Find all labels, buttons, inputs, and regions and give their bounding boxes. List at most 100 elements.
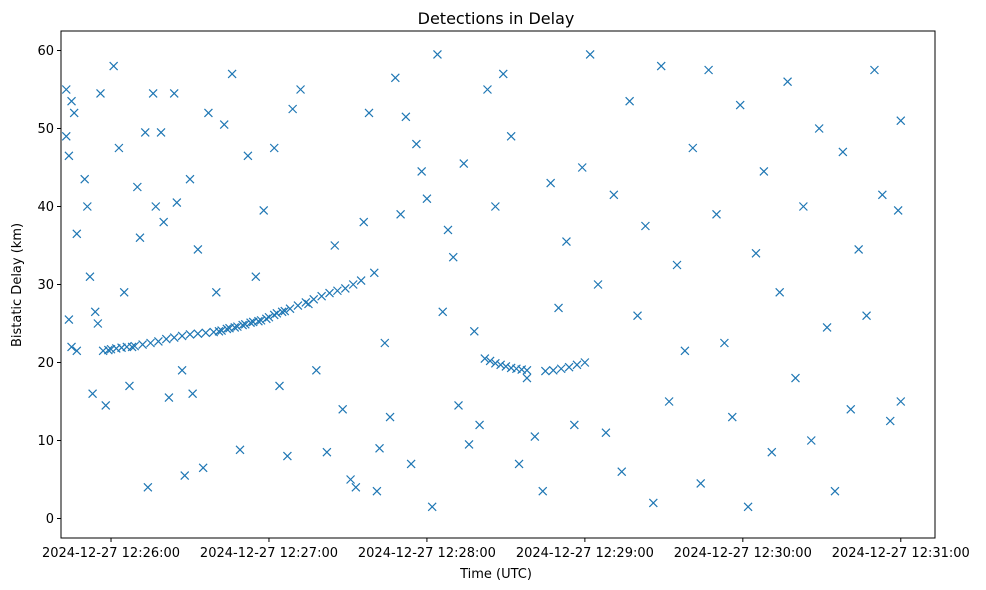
data-point — [230, 322, 240, 332]
data-point — [359, 217, 369, 227]
data-point — [814, 124, 824, 133]
data-point — [338, 404, 348, 414]
data-point — [198, 463, 208, 473]
data-point — [540, 366, 550, 376]
data-point — [401, 112, 411, 122]
data-point — [146, 338, 155, 348]
data-point — [238, 320, 248, 330]
data-point — [375, 443, 384, 453]
y-tick-label: 0 — [46, 512, 54, 527]
data-point — [688, 143, 698, 153]
y-tick-label: 40 — [37, 200, 54, 215]
data-point — [577, 163, 587, 172]
data-point — [61, 131, 71, 141]
data-point — [727, 412, 737, 422]
data-point — [203, 108, 213, 118]
data-point — [159, 217, 169, 227]
data-point — [838, 147, 848, 157]
data-point — [380, 338, 390, 348]
data-point — [490, 202, 500, 211]
data-point — [82, 202, 92, 211]
data-point — [138, 340, 148, 349]
data-point — [217, 326, 227, 335]
data-point — [143, 482, 153, 492]
data-point — [254, 316, 263, 326]
x-tick-label: 2024-12-27 12:31:00 — [832, 546, 970, 561]
data-point — [311, 365, 321, 375]
data-point — [569, 420, 579, 430]
data-point — [672, 260, 682, 270]
data-point — [161, 334, 171, 344]
data-point — [169, 333, 179, 342]
data-point — [501, 361, 511, 371]
data-point — [269, 310, 279, 320]
data-point — [390, 73, 400, 83]
y-tick-label: 10 — [37, 434, 54, 449]
data-point — [80, 174, 90, 184]
data-point — [459, 159, 469, 169]
data-point — [211, 287, 221, 297]
data-point — [464, 439, 474, 449]
data-point — [322, 447, 332, 457]
data-point — [522, 373, 532, 383]
data-point — [896, 397, 906, 406]
data-point — [704, 65, 714, 75]
data-point — [548, 365, 558, 375]
data-point — [480, 354, 490, 364]
data-point — [64, 151, 74, 161]
data-point — [332, 286, 342, 296]
data-point — [580, 358, 590, 367]
data-point — [301, 298, 311, 307]
data-point — [232, 322, 242, 332]
data-point — [514, 459, 524, 469]
data-point — [227, 69, 237, 79]
data-point — [93, 319, 103, 328]
data-point — [219, 120, 229, 130]
data-point — [735, 100, 745, 110]
data-point — [243, 151, 253, 161]
data-point — [72, 229, 82, 239]
data-point — [280, 306, 290, 316]
data-point — [356, 276, 366, 286]
data-point — [293, 301, 303, 310]
data-point — [103, 345, 113, 355]
data-point — [256, 315, 266, 325]
data-point — [156, 127, 166, 137]
data-points — [61, 49, 906, 512]
x-tick-label: 2024-12-27 12:29:00 — [516, 546, 654, 561]
data-point — [261, 314, 271, 324]
x-tick-label: 2024-12-27 12:27:00 — [200, 546, 338, 561]
y-axis: 0 10 20 30 40 50 60 — [37, 44, 61, 527]
data-point — [546, 178, 556, 188]
data-point — [617, 467, 627, 477]
data-point — [164, 393, 174, 403]
data-point — [846, 404, 856, 414]
data-point — [272, 308, 282, 318]
data-point — [177, 331, 187, 341]
data-point — [862, 311, 871, 321]
data-point — [240, 319, 250, 329]
data-point — [506, 131, 516, 141]
x-axis: 2024-12-27 12:26:00 2024-12-27 12:27:00 20… — [42, 538, 970, 561]
data-point — [325, 288, 334, 298]
data-point — [259, 205, 269, 215]
data-point — [490, 358, 500, 368]
data-point — [483, 85, 492, 94]
data-point — [67, 96, 76, 106]
data-point — [201, 328, 211, 338]
data-point — [469, 326, 479, 336]
data-point — [214, 326, 224, 336]
data-point — [680, 346, 690, 356]
data-point — [896, 116, 906, 126]
data-point — [743, 502, 753, 512]
data-point — [127, 342, 137, 352]
x-tick-label: 2024-12-27 12:26:00 — [42, 546, 180, 561]
data-point — [664, 397, 674, 406]
data-point — [640, 221, 650, 231]
data-point — [64, 315, 74, 325]
data-point — [172, 198, 182, 208]
data-point — [330, 241, 340, 250]
data-point — [153, 337, 163, 346]
data-point — [656, 61, 666, 71]
data-point — [346, 475, 356, 484]
